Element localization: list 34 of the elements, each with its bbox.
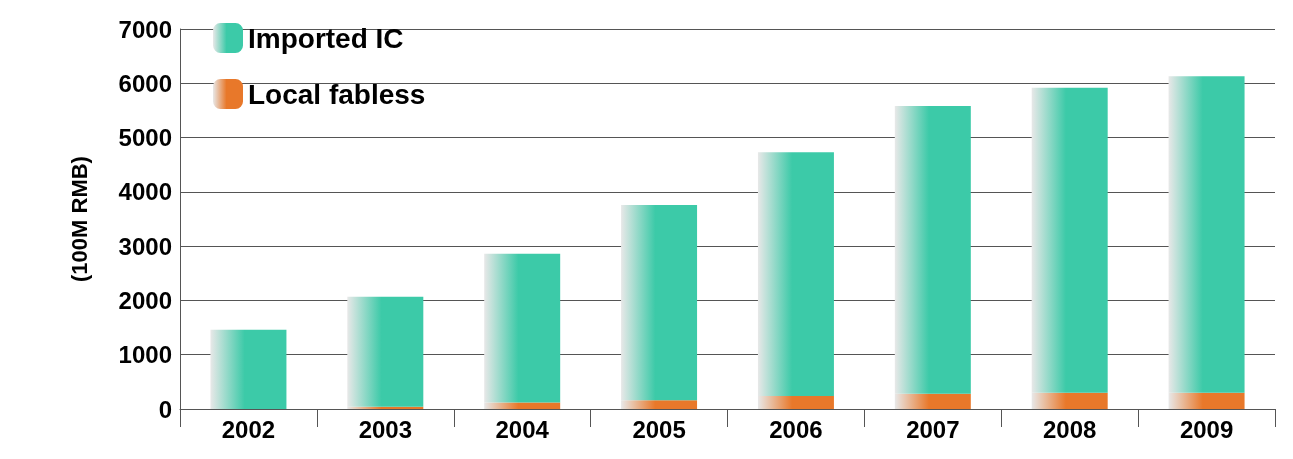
x-tick-label: 2004 [495, 415, 550, 443]
bar [347, 296, 424, 407]
bar [621, 204, 698, 401]
bar [894, 393, 971, 409]
y-tick-label: 4000 [118, 178, 172, 206]
bar [757, 152, 834, 396]
bar [1168, 392, 1245, 409]
y-tick-label: 3000 [118, 232, 172, 260]
y-tick-label: 1000 [118, 341, 172, 369]
x-tick-label: 2003 [358, 415, 413, 443]
bar [757, 395, 834, 409]
bar [484, 402, 561, 409]
bar [347, 406, 424, 409]
y-tick-label: 7000 [118, 15, 172, 43]
bar [1031, 87, 1108, 393]
x-tick-label: 2008 [1042, 415, 1097, 443]
bar [1031, 392, 1108, 409]
y-tick-label: 6000 [118, 69, 172, 97]
y-axis-title: (100M RMB) [66, 156, 92, 282]
x-tick-label: 2007 [906, 415, 960, 443]
bar [621, 400, 698, 409]
y-tick-label: 2000 [118, 286, 172, 314]
x-tick-label: 2002 [221, 415, 276, 443]
x-tick-label: 2006 [769, 415, 823, 443]
bar [484, 253, 561, 403]
legend-label: Local fabless [248, 78, 426, 110]
bar [894, 106, 971, 394]
x-tick-label: 2005 [632, 415, 686, 443]
bar [210, 329, 287, 409]
y-tick-label: 0 [158, 395, 172, 423]
legend-label: Imported IC [248, 22, 404, 54]
x-tick-label: 2009 [1179, 415, 1234, 443]
y-tick-label: 5000 [118, 124, 172, 152]
bar [1168, 76, 1245, 393]
